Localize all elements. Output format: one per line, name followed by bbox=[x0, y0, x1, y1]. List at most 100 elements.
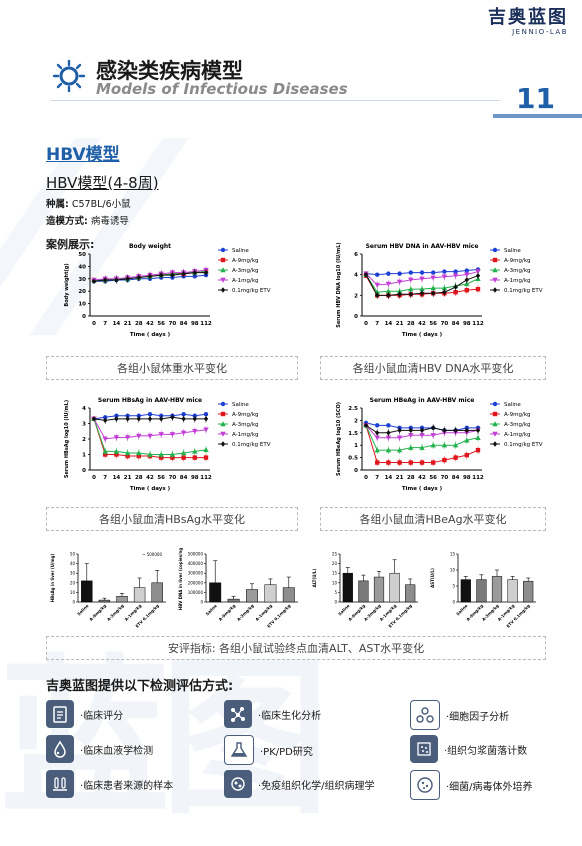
legend-label: A-1mg/kg bbox=[504, 432, 531, 438]
data-point bbox=[192, 455, 197, 460]
bar bbox=[476, 579, 487, 603]
data-point bbox=[203, 269, 209, 276]
data-point bbox=[147, 433, 153, 439]
legend-label: A-3mg/kg bbox=[504, 422, 531, 428]
data-point bbox=[181, 416, 186, 422]
x-tick-label: Saline bbox=[455, 603, 469, 617]
y-tick-label: 6 bbox=[354, 252, 358, 258]
bar bbox=[81, 580, 93, 603]
data-point bbox=[136, 416, 141, 422]
legend-marker bbox=[492, 247, 498, 253]
y-axis-label: Serum HBeAg log10 (SCO) bbox=[336, 402, 342, 476]
x-tick-label: 0 bbox=[92, 321, 96, 327]
x-tick-label: 7 bbox=[375, 321, 379, 327]
y-tick-label: 0 bbox=[82, 314, 86, 320]
data-point bbox=[192, 448, 198, 454]
data-point bbox=[124, 450, 131, 456]
data-point bbox=[385, 288, 392, 294]
y-axis-label: HBV DNA in liver (copies/ng) bbox=[178, 548, 183, 610]
y-tick-label: 50 bbox=[78, 252, 86, 258]
data-point bbox=[475, 435, 481, 440]
y-tick-label: 2 bbox=[82, 437, 86, 443]
data-point bbox=[419, 286, 425, 292]
y-tick-label: 50 bbox=[70, 552, 76, 557]
data-point bbox=[408, 291, 413, 297]
y-tick-label: 1.5 bbox=[348, 431, 358, 437]
data-point bbox=[419, 433, 425, 438]
x-tick-label: 70 bbox=[169, 321, 177, 327]
data-point bbox=[408, 427, 413, 434]
legend-marker bbox=[492, 441, 498, 447]
service-label: ·免疫组织化学/组织病理学 bbox=[258, 780, 375, 792]
service-pkpd: ·PK/PD研究 bbox=[224, 735, 313, 765]
service-ihc: ·免疫组织化学/组织病理学 bbox=[224, 770, 375, 798]
y-tick-label: 10 bbox=[332, 580, 338, 585]
data-point bbox=[430, 433, 436, 438]
body-weight-chart: Body weight 0 10 20 30 40 50 0 7 14 21 28 42 56 70 84 98… bbox=[64, 243, 271, 338]
x-axis-label: Time ( days ) bbox=[402, 332, 443, 338]
page-title: 感染类疾病模型 bbox=[96, 59, 243, 83]
legend-label: A-3mg/kg bbox=[232, 422, 259, 428]
x-axis-label: Time ( days ) bbox=[130, 486, 171, 492]
y-tick-label: 20 bbox=[332, 561, 338, 566]
bar bbox=[98, 599, 111, 603]
data-point bbox=[442, 289, 447, 295]
data-point bbox=[386, 460, 391, 465]
bar bbox=[405, 584, 416, 603]
data-point bbox=[203, 447, 209, 453]
blood-drop-icon bbox=[46, 735, 74, 763]
method-label: 造模方式: bbox=[46, 216, 88, 227]
data-point bbox=[385, 281, 392, 287]
legend-marker bbox=[220, 277, 226, 283]
data-point bbox=[385, 447, 392, 453]
y-tick-label: 400000 bbox=[188, 561, 204, 566]
y-tick-label: 1 bbox=[354, 443, 358, 449]
data-point bbox=[363, 271, 369, 278]
data-point bbox=[181, 271, 186, 277]
data-point bbox=[192, 274, 197, 279]
data-point bbox=[103, 417, 108, 424]
y-axis-label: Body weight(g) bbox=[64, 263, 70, 306]
x-tick-label: Saline bbox=[76, 603, 90, 617]
hbsag-chart: Serum HBsAg in AAV-HBV mice 0 1 2 3 4 0 7 14 21 28… bbox=[64, 397, 271, 492]
bar bbox=[282, 587, 295, 603]
x-tick-label: 42 bbox=[146, 475, 154, 481]
y-tick-label: 100000 bbox=[188, 590, 204, 595]
data-point bbox=[475, 286, 481, 292]
legend-marker bbox=[492, 401, 498, 407]
legend-label: Saline bbox=[504, 402, 521, 408]
data-point bbox=[147, 451, 153, 457]
x-tick-label: 14 bbox=[113, 321, 121, 327]
legend-label: A-3mg/kg bbox=[232, 268, 259, 274]
data-point bbox=[442, 427, 447, 434]
x-tick-label: 42 bbox=[146, 321, 154, 327]
ast-bar-chart: 051015AST(U/L)SalineA-9mg/kgA-3mg/kgA-1m… bbox=[430, 552, 536, 629]
y-tick-label: 0 bbox=[354, 314, 358, 320]
service-label: ·组织匀浆菌落计数 bbox=[444, 745, 528, 757]
bar bbox=[491, 576, 503, 603]
data-point bbox=[375, 292, 380, 299]
y-tick-label: 0 bbox=[72, 600, 75, 605]
data-point bbox=[192, 429, 198, 434]
data-point bbox=[180, 450, 187, 456]
data-point bbox=[91, 278, 97, 284]
data-point bbox=[136, 433, 142, 439]
section-subtitle: HBV模型(4-8周) bbox=[46, 174, 159, 192]
data-point bbox=[441, 285, 448, 291]
data-point bbox=[464, 268, 469, 273]
service-label: ·临床评分 bbox=[80, 710, 124, 722]
data-point bbox=[386, 430, 391, 436]
caption-hbv-dna: 各组小鼠血清HBV DNA水平变化 bbox=[320, 356, 546, 380]
data-point bbox=[158, 451, 164, 457]
data-point bbox=[113, 448, 120, 454]
data-point bbox=[136, 274, 141, 281]
y-tick-label: 2.5 bbox=[348, 406, 358, 412]
x-tick-label: A-9mg/kg bbox=[218, 603, 237, 622]
data-point bbox=[475, 447, 481, 453]
data-point bbox=[452, 273, 459, 279]
data-point bbox=[203, 455, 209, 460]
data-point bbox=[169, 451, 176, 457]
data-point bbox=[464, 427, 469, 434]
service-cytokine: ·细胞因子分析 bbox=[410, 700, 509, 730]
caption-hbsag: 各组小鼠血清HBsAg水平变化 bbox=[46, 507, 298, 531]
